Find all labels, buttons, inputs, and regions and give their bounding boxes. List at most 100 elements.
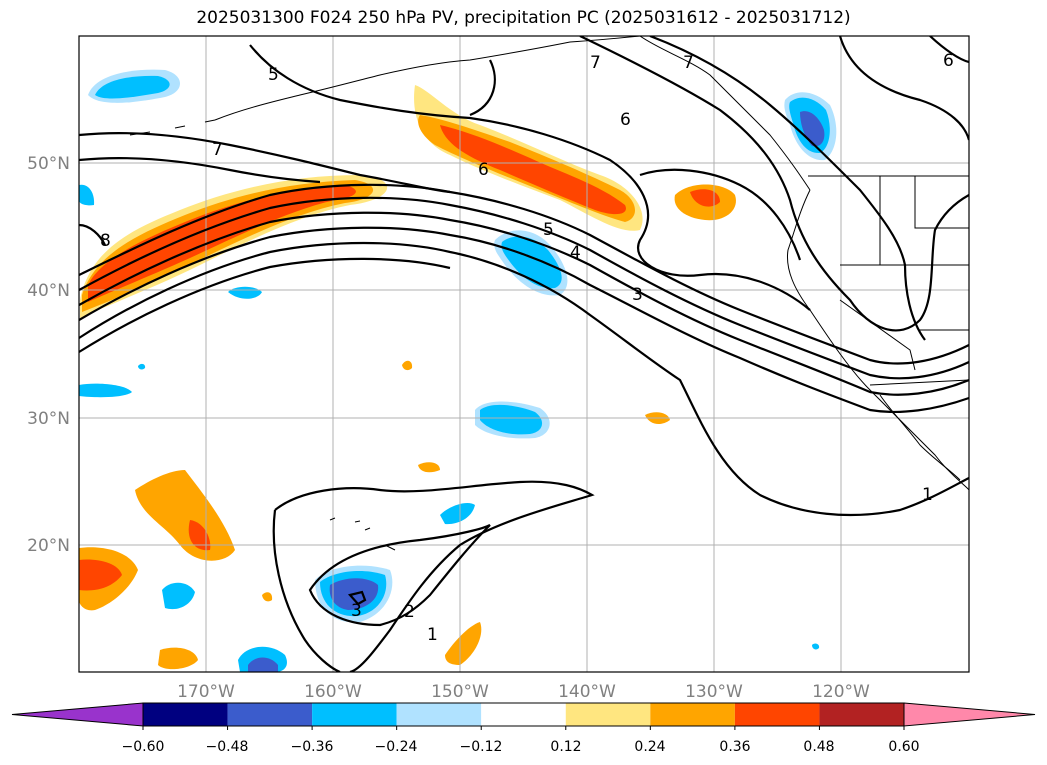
pv-contour-line [649,36,926,341]
north-america-west-coast [786,189,969,491]
lat-tick-label: 40°N [27,281,70,301]
lat-tick-label: 30°N [27,409,70,429]
contour-label: 1 [427,625,438,645]
lon-tick-label: 130°W [685,682,743,702]
lon-tick-label: 170°W [177,682,235,702]
pv-contour-line [639,168,802,261]
precip-region-negative [248,657,278,672]
lon-tick-label: 120°W [812,682,870,702]
contour-labels: 5 7 7 6 6 6 7 8 5 4 3 1 2 1 3 [100,51,954,645]
colorbar-tick-label: −0.36 [291,739,334,755]
precip-region-negative [501,236,562,289]
alaska-coast [214,36,641,121]
pv-contour-line [79,241,969,517]
precip-region-negative [162,582,195,610]
lat-axis: 50°N 40°N 30°N 20°N [27,154,70,556]
precip-region-negative [79,184,95,206]
contour-label: 7 [590,53,601,73]
pv-contour-line [79,156,321,184]
map-frame [78,35,970,673]
contour-label: 8 [100,231,111,251]
contour-label: 6 [943,51,954,71]
pv-contours [79,36,969,672]
precip-region-positive [418,462,440,473]
contour-label: 5 [268,65,279,85]
contour-label: 7 [212,140,223,160]
colorbar-cell [481,703,566,726]
colorbar-tick-label: −0.48 [206,739,249,755]
colorbar-extend-low [11,702,144,727]
precip-region-negative [800,111,825,147]
map-title: 2025031300 F024 250 hPa PV, precipitatio… [196,8,851,28]
state-border [914,176,969,229]
lon-tick-label: 150°W [431,682,489,702]
lat-tick-label: 20°N [27,536,70,556]
precip-region-negative [440,503,475,525]
pv-contour-line [469,59,496,117]
precip-region-negative [812,643,820,650]
graticule [79,36,969,672]
precip-region-negative [480,404,543,435]
alaska-gulf-coast [639,36,811,191]
colorbar-cell [819,703,904,726]
contour-label: 3 [632,285,643,305]
pv-contour-line [79,196,969,380]
colorbar-cell [734,703,820,726]
pv-contour-line [579,36,969,332]
pv-contour-line [272,509,341,672]
precip-region-positive [79,559,122,591]
precip-region-positive [158,647,198,670]
hawaii-islands [329,517,396,551]
colorbar-tick-label: 0.36 [719,739,750,755]
colorbar-frame [142,702,905,727]
contour-label: 6 [478,160,489,180]
colorbar-cell [396,703,482,726]
pv-contour-line [929,36,969,64]
colorbar-tick-label: 0.60 [888,739,919,755]
pv-contour-line [347,590,367,606]
colorbar-tick-label: 0.48 [803,739,834,755]
contour-label: 3 [351,601,362,621]
colorbar: −0.60 −0.48 −0.36 −0.24 −0.12 0.12 0.24 … [11,702,1036,755]
contour-label: 1 [922,485,933,505]
colorbar-tick-label: −0.60 [122,739,165,755]
colorbar-cell [312,703,397,726]
lon-axis: 170°W 160°W 150°W 140°W 130°W 120°W [177,682,870,702]
pv-contour-line [838,36,969,141]
precip-shading [79,69,837,672]
pv-contour-line [308,524,491,627]
lon-tick-label: 160°W [304,682,362,702]
colorbar-tick-label: −0.12 [460,739,503,755]
pv-contour-line [249,44,811,311]
pv-contour-line [79,183,969,365]
colorbar-tick-label: 0.24 [634,739,665,755]
precip-region-negative [79,383,132,398]
precip-region-negative [95,75,170,99]
contour-label: 7 [683,53,694,73]
precip-region-positive [402,360,413,371]
precip-region-positive [188,520,211,551]
pv-contour-line [79,226,969,414]
pv-contour-line [79,131,451,194]
precip-region-positive [262,592,273,602]
colorbar-tick-label: −0.24 [375,739,418,755]
contour-label: 2 [404,602,415,622]
colorbar-extend-high [903,702,1036,727]
lon-tick-label: 140°W [558,682,616,702]
baja-coast [879,394,961,481]
colorbar-cell [143,703,228,726]
lat-tick-label: 50°N [27,154,70,174]
colorbar-cell [565,703,651,726]
colorbar-cell [650,703,735,726]
colorbar-tick-label: 0.12 [550,739,581,755]
colorbar-cell [227,703,313,726]
plot-area: 5 7 7 6 6 6 7 8 5 4 3 1 2 1 3 [79,36,969,672]
precip-region-positive [440,125,626,215]
precip-region-positive [445,622,482,665]
precip-region-positive [88,185,356,302]
pv-contour-line [79,223,106,246]
mexico-border [869,379,969,386]
contour-label: 6 [620,110,631,130]
precip-region-positive [690,189,720,207]
